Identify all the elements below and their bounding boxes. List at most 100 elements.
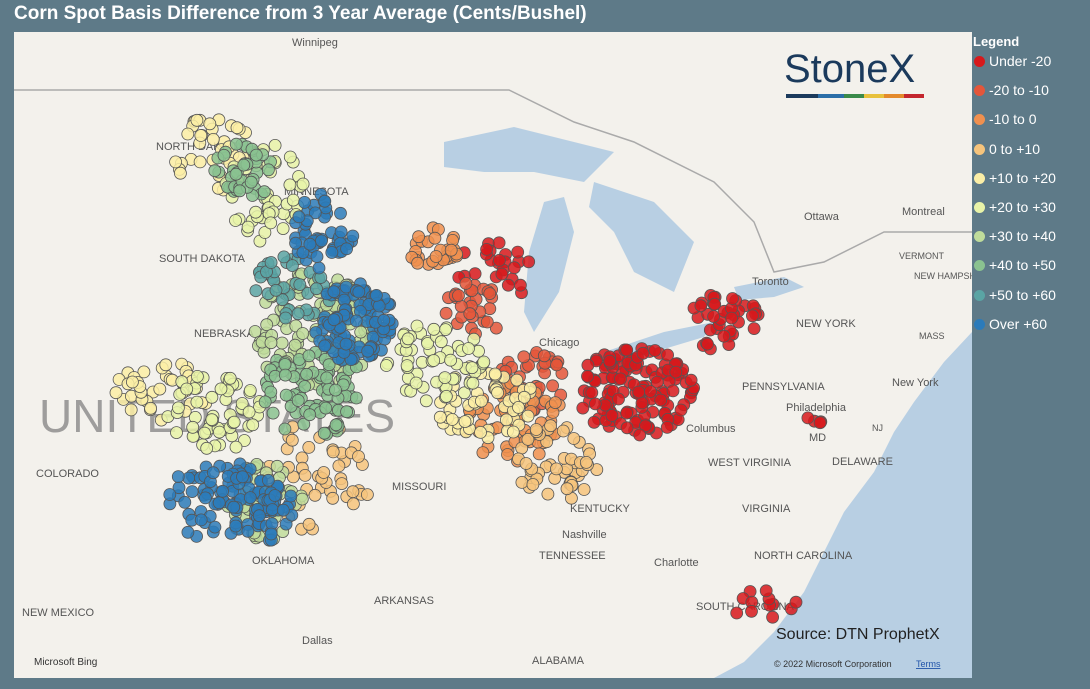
map-label: NEW HAMPSHIRE xyxy=(914,271,972,281)
location-dot xyxy=(648,344,662,357)
location-dot xyxy=(308,206,322,220)
location-dot xyxy=(265,503,279,517)
legend-item[interactable]: -10 to 0 xyxy=(973,111,1090,140)
location-dot xyxy=(243,384,257,397)
location-dot xyxy=(560,482,574,496)
location-dot xyxy=(329,383,342,397)
legend-item[interactable]: Under -20 xyxy=(973,53,1090,82)
location-dot xyxy=(801,411,815,425)
location-dot xyxy=(302,440,316,454)
location-dot xyxy=(409,376,423,390)
location-dot xyxy=(217,148,231,162)
lake-ontario xyxy=(734,277,804,300)
location-dot xyxy=(401,332,415,346)
location-dot xyxy=(126,375,139,389)
location-dot xyxy=(264,385,278,399)
location-dot xyxy=(205,413,219,427)
location-dot xyxy=(230,121,244,135)
location-dot xyxy=(249,148,263,162)
legend-item[interactable]: 0 to +10 xyxy=(973,141,1090,170)
location-dot xyxy=(427,322,441,336)
location-dot xyxy=(759,584,773,598)
location-dot xyxy=(576,401,590,415)
legend-item[interactable]: -20 to -10 xyxy=(973,82,1090,111)
location-dot xyxy=(180,382,194,396)
location-dot xyxy=(264,527,278,541)
location-dot xyxy=(725,311,738,325)
map-label: MD xyxy=(809,432,826,444)
location-dot xyxy=(284,489,298,503)
location-dot xyxy=(506,425,520,439)
location-dot xyxy=(178,495,192,509)
location-dot xyxy=(296,177,310,191)
location-dot xyxy=(310,250,324,264)
location-dot xyxy=(190,113,204,127)
map-label: Nashville xyxy=(562,529,607,541)
location-dot xyxy=(444,243,458,257)
legend-item[interactable]: Over +60 xyxy=(973,316,1090,345)
legend-label: Over +60 xyxy=(989,315,1047,332)
location-dot xyxy=(315,234,328,248)
location-dot xyxy=(421,337,435,350)
location-dot xyxy=(463,307,477,321)
location-dot xyxy=(730,606,744,620)
map-label: NEBRASKA xyxy=(194,328,255,340)
location-dot xyxy=(400,359,414,373)
location-dot xyxy=(194,129,208,142)
ocean xyxy=(714,332,972,678)
location-dot xyxy=(241,220,255,234)
legend-swatch xyxy=(974,172,985,184)
location-dot xyxy=(242,405,256,419)
location-dot xyxy=(501,448,514,461)
legend-label: +40 to +50 xyxy=(989,257,1056,274)
location-dot xyxy=(310,282,323,296)
location-dot xyxy=(541,487,555,501)
location-dot xyxy=(298,380,312,393)
location-dot xyxy=(332,459,346,473)
location-dot xyxy=(198,426,211,440)
legend-item[interactable]: +30 to +40 xyxy=(973,228,1090,257)
location-dot xyxy=(261,163,275,177)
lake-michigan xyxy=(524,197,574,332)
location-dot xyxy=(529,423,543,436)
location-dot xyxy=(169,155,183,169)
location-dot xyxy=(185,485,199,499)
legend-label: +50 to +60 xyxy=(989,286,1056,303)
location-dot xyxy=(229,519,243,533)
map-label: VIRGINIA xyxy=(742,503,791,515)
location-dot xyxy=(279,517,293,531)
location-dot xyxy=(181,525,195,539)
location-dot xyxy=(326,491,340,505)
legend-item[interactable]: +20 to +30 xyxy=(973,199,1090,228)
location-dot xyxy=(153,382,167,396)
legend-title: Legend xyxy=(973,34,1020,49)
location-dot xyxy=(208,164,222,178)
location-dot xyxy=(661,348,674,362)
location-dot xyxy=(200,441,214,455)
location-dot xyxy=(361,344,375,358)
location-dot xyxy=(248,325,262,338)
location-dot xyxy=(550,462,563,476)
legend-item[interactable]: +50 to +60 xyxy=(973,287,1090,316)
location-dot xyxy=(339,337,353,351)
legend-swatch xyxy=(974,289,985,301)
location-dot xyxy=(477,355,491,369)
location-dot xyxy=(258,226,272,239)
location-dot xyxy=(288,338,302,352)
legend-item[interactable]: +10 to +20 xyxy=(973,170,1090,199)
legend-swatch xyxy=(974,231,985,243)
location-dot xyxy=(170,426,183,440)
location-dot xyxy=(206,466,220,480)
legend-item[interactable]: +40 to +50 xyxy=(973,257,1090,286)
map-label: MISSOURI xyxy=(392,481,446,493)
legend-swatch xyxy=(974,143,985,155)
location-dot xyxy=(278,358,292,371)
location-dot xyxy=(296,246,310,260)
location-dot xyxy=(411,256,425,270)
location-dot xyxy=(523,381,537,395)
terms-link[interactable]: Terms xyxy=(916,659,941,669)
location-dot xyxy=(300,367,314,381)
location-dot xyxy=(212,496,226,510)
location-dot xyxy=(235,397,249,410)
location-dot xyxy=(491,386,505,400)
